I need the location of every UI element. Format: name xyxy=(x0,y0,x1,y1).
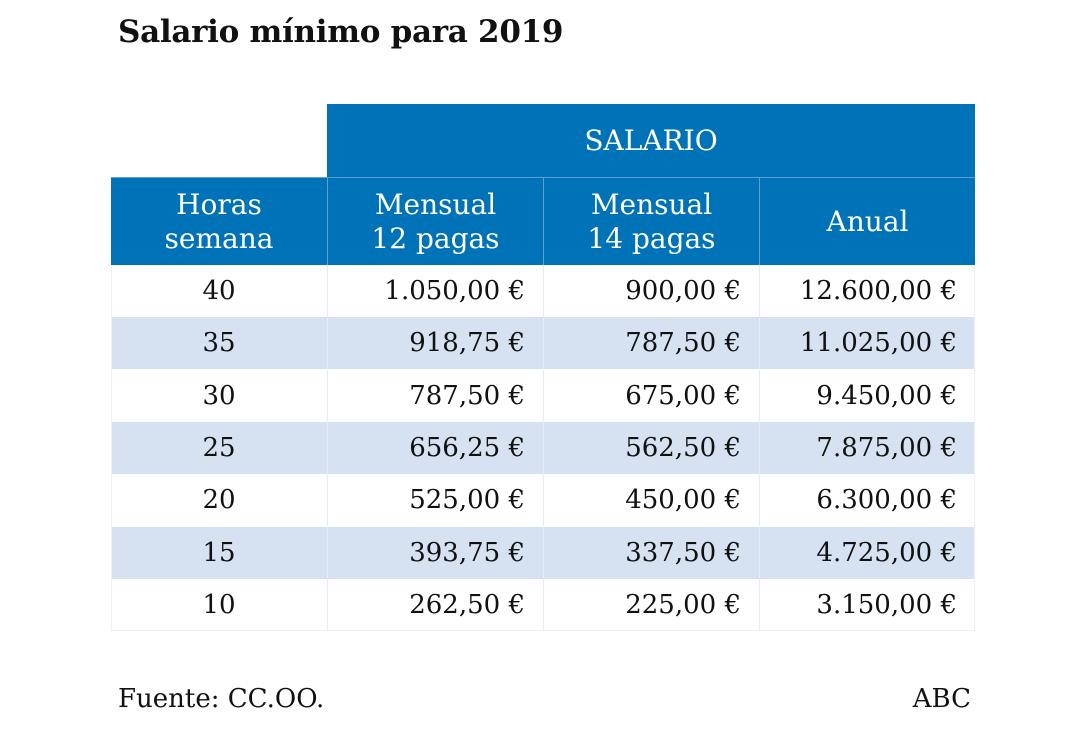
source-note: Fuente: CC.OO. xyxy=(118,684,325,714)
salary-cell: 3.150,00 € xyxy=(759,578,975,631)
chart-title: Salario mínimo para 2019 xyxy=(118,14,564,50)
hours-cell: 25 xyxy=(202,432,236,463)
salary-cell: 9.450,00 € xyxy=(759,369,975,422)
salary-cell: 450,00 € xyxy=(543,474,759,527)
salary-cell: 12.600,00 € xyxy=(759,265,975,317)
salary-cell: 6.300,00 € xyxy=(759,474,975,527)
salary-cell: 262,50 € xyxy=(327,578,543,631)
table-row: 20 525,00 €450,00 €6.300,00 € xyxy=(111,474,975,527)
hours-cell: 35 xyxy=(202,328,236,359)
salary-cell: 562,50 € xyxy=(543,421,759,474)
header-line: 12 pagas xyxy=(371,221,500,255)
header-horas-semana: Horas semana xyxy=(111,177,327,265)
salario-group-header: SALARIO xyxy=(327,104,975,177)
table-row: 30 787,50 €675,00 €9.450,00 € xyxy=(111,369,975,422)
salary-cell: 900,00 € xyxy=(543,265,759,317)
salary-cell: 787,50 € xyxy=(327,369,543,422)
hours-cell: 15 xyxy=(202,537,236,568)
header-line: semana xyxy=(164,221,274,255)
salary-cell: 393,75 € xyxy=(327,526,543,579)
salary-cell: 525,00 € xyxy=(327,474,543,527)
hours-cell: 40 xyxy=(202,276,236,306)
table-row: 40 1.050,00 €900,00 €12.600,00 € xyxy=(111,265,975,317)
hours-cell: 10 xyxy=(202,589,236,620)
table-row: 15 393,75 €337,50 €4.725,00 € xyxy=(111,526,975,579)
salary-cell: 656,25 € xyxy=(327,421,543,474)
salary-cell: 225,00 € xyxy=(543,578,759,631)
header-mensual-12: Mensual 12 pagas xyxy=(327,177,543,265)
header-line: Mensual xyxy=(374,187,497,221)
header-line: 14 pagas xyxy=(587,221,716,255)
header-mensual-14: Mensual 14 pagas xyxy=(543,177,759,265)
table-row: 25 656,25 €562,50 €7.875,00 € xyxy=(111,421,975,474)
header-line: Anual xyxy=(826,204,909,238)
salary-cell: 337,50 € xyxy=(543,526,759,579)
salary-cell: 1.050,00 € xyxy=(327,265,543,317)
header-line: Mensual xyxy=(590,187,713,221)
salary-cell: 7.875,00 € xyxy=(759,421,975,474)
brand-logo-text: ABC xyxy=(912,684,971,714)
hours-cell: 30 xyxy=(202,380,236,411)
table-row: 10 262,50 €225,00 €3.150,00 € xyxy=(111,578,975,631)
salary-cell: 11.025,00 € xyxy=(759,317,975,370)
salary-cell: 675,00 € xyxy=(543,369,759,422)
salary-cell: 4.725,00 € xyxy=(759,526,975,579)
header-anual: Anual xyxy=(759,177,975,265)
header-line: Horas xyxy=(176,187,262,221)
salary-cell: 787,50 € xyxy=(543,317,759,370)
table-row: 35 918,75 €787,50 €11.025,00 € xyxy=(111,317,975,370)
hours-cell: 20 xyxy=(202,485,236,516)
salary-cell: 918,75 € xyxy=(327,317,543,370)
